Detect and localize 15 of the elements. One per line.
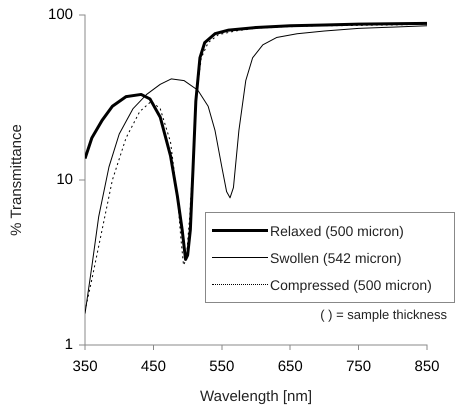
legend-label: Swollen (542 micron): [270, 250, 402, 266]
y-axis-title: % Transmittance: [8, 124, 26, 236]
x-tick-label: 650: [278, 358, 303, 376]
annotation: ( ) = sample thickness: [320, 307, 447, 322]
x-tick-label: 750: [346, 358, 372, 376]
legend-label: Compressed (500 micron): [270, 276, 432, 292]
x-tick-label: 350: [72, 358, 98, 376]
x-tick-label: 450: [140, 358, 166, 376]
y-tick-label: 100: [48, 6, 74, 24]
y-tick-label: 10: [56, 171, 74, 188]
x-tick-label: 550: [209, 358, 234, 376]
y-tick-label: 1: [64, 336, 74, 354]
x-tick-label: 850: [414, 358, 440, 376]
x-axis-title: Wavelength [nm]: [200, 388, 312, 406]
legend-label: Relaxed (500 micron): [270, 222, 404, 238]
